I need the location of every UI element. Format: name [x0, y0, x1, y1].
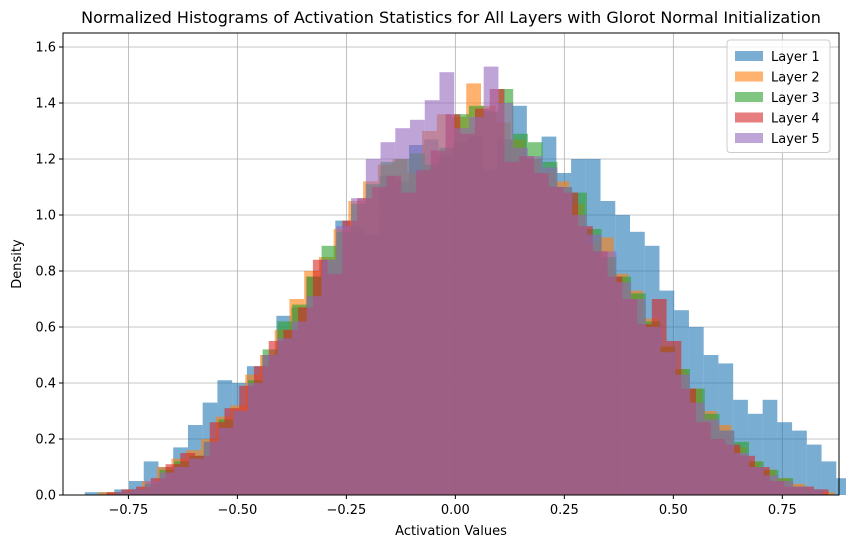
histogram-bar	[115, 492, 131, 495]
histogram-bar	[645, 327, 661, 495]
legend-label: Layer 4	[771, 112, 820, 127]
plot-frame	[62, 32, 840, 496]
histogram-bar	[777, 422, 793, 495]
legend-swatch	[735, 112, 763, 123]
histogram-bar	[306, 296, 322, 495]
histogram-bar	[84, 492, 100, 495]
y-axis-label: Density	[10, 239, 25, 289]
histogram-bar	[763, 475, 779, 495]
legend-swatch	[735, 51, 763, 61]
histogram-bar	[468, 117, 484, 495]
histogram-bar	[336, 226, 352, 495]
histogram-bar	[351, 198, 366, 495]
legend-label: Layer 2	[771, 71, 820, 86]
legend-swatch	[735, 133, 763, 143]
series-5	[115, 66, 823, 496]
x-tick-label: 0.50	[659, 503, 688, 518]
histogram-bar	[660, 352, 676, 495]
x-tick-label: 0.25	[550, 503, 579, 518]
histogram-bar	[159, 472, 175, 495]
histogram-bar	[321, 259, 337, 495]
legend-swatch	[735, 71, 763, 82]
y-tick-label: 1.4	[35, 97, 56, 112]
histogram-bar	[793, 486, 808, 495]
y-tick-label: 1.2	[35, 153, 56, 168]
histogram-bar	[144, 481, 160, 495]
x-tick-label: −0.75	[108, 503, 148, 518]
histogram-bar	[203, 441, 219, 495]
x-tick-label: −0.50	[217, 503, 257, 518]
histogram-bar	[689, 402, 705, 495]
histogram-bar	[616, 282, 632, 495]
histogram-bar	[513, 147, 528, 496]
histogram-bar	[188, 458, 204, 495]
histogram-bar	[410, 119, 425, 496]
histogram-bar	[454, 128, 469, 495]
y-tick-label: 0.2	[35, 433, 56, 448]
histogram-bar	[806, 444, 822, 495]
histogram-bar	[704, 419, 720, 495]
histogram-bar	[380, 142, 396, 495]
y-axis: 0.0 0.2 0.4 0.6 0.8 1.0 1.2 1.4 1.6	[35, 41, 63, 504]
legend-label: Layer 5	[771, 132, 820, 147]
y-tick-label: 1.0	[35, 209, 56, 224]
histogram-bar	[292, 321, 307, 495]
histogram-bar	[498, 103, 514, 495]
histogram-bar	[365, 159, 381, 495]
bars	[84, 66, 846, 496]
histogram-bar	[601, 251, 617, 495]
histogram-bar	[262, 355, 278, 495]
histogram-bar	[586, 234, 602, 495]
histogram-bar	[778, 481, 794, 495]
histogram-bar	[836, 478, 846, 495]
histogram-bar	[247, 383, 263, 495]
histogram-bar	[527, 156, 543, 495]
legend-swatch	[735, 92, 763, 102]
histogram-bar	[719, 430, 735, 495]
histogram-bar	[395, 128, 411, 495]
histogram-bar	[807, 489, 823, 495]
histogram-bar	[439, 72, 455, 495]
histogram-bar	[557, 187, 573, 495]
y-tick-label: 0.6	[35, 321, 56, 336]
plot-area	[62, 32, 846, 496]
histogram-bar	[821, 461, 837, 495]
legend-box	[726, 39, 831, 153]
histogram-bar	[218, 427, 234, 495]
histogram-bar	[424, 100, 440, 495]
histogram-bar	[631, 299, 646, 495]
x-tick-label: −0.25	[326, 503, 366, 518]
histogram-bar	[174, 467, 189, 495]
histogram-bar	[233, 411, 248, 495]
histogram-bar	[277, 338, 293, 495]
histogram-bar	[97, 492, 113, 495]
y-tick-label: 0.8	[35, 265, 56, 280]
histogram-bar	[483, 66, 499, 495]
histogram-bar	[675, 374, 690, 495]
histogram-bar	[572, 215, 587, 495]
legend-label: Layer 1	[771, 50, 820, 65]
histogram-bar	[792, 430, 807, 495]
histogram-bar	[106, 492, 122, 495]
y-tick-label: 1.6	[35, 41, 56, 56]
x-tick-label: 0.75	[768, 503, 797, 518]
histogram-bar	[748, 467, 764, 495]
y-tick-label: 0.0	[35, 489, 56, 504]
histogram-bar	[734, 453, 749, 495]
x-axis-label: Activation Values	[395, 524, 507, 539]
legend: Layer 1 Layer 2 Layer 3 Layer 4 Layer 5	[726, 39, 831, 153]
histogram-bar	[542, 167, 558, 495]
histogram-bar	[130, 489, 145, 495]
x-tick-label: 0.00	[441, 503, 470, 518]
x-axis: −0.75 −0.50 −0.25 0.00 0.25 0.50 0.75	[108, 495, 797, 518]
y-tick-label: 0.4	[35, 377, 56, 392]
chart-title: Normalized Histograms of Activation Stat…	[81, 8, 821, 27]
legend-label: Layer 3	[771, 91, 820, 106]
